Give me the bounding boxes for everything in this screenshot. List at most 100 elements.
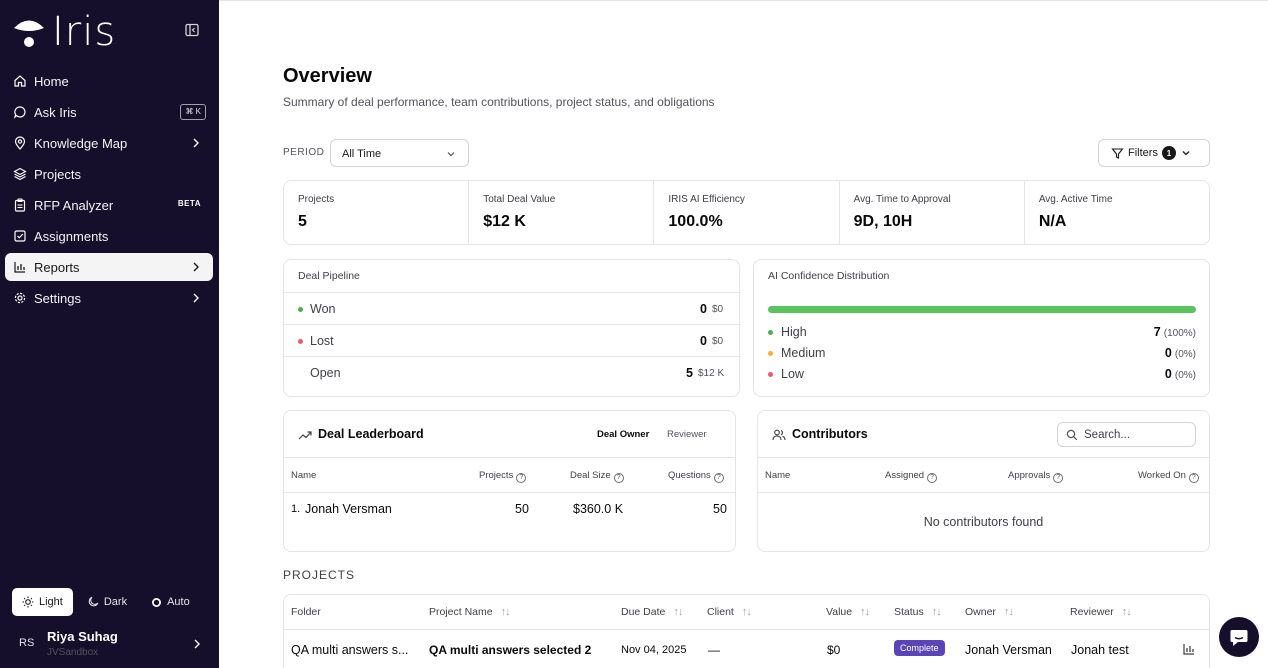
- column-header[interactable]: Approvals?: [1008, 470, 1064, 483]
- confidence-value: 0 (0%): [1165, 346, 1196, 360]
- column-header-label: Deal Size: [570, 470, 611, 481]
- theme-auto-button[interactable]: Auto: [141, 588, 200, 616]
- client-cell: —: [708, 643, 720, 657]
- tab-reviewer[interactable]: Reviewer: [667, 429, 707, 440]
- stat-label: Avg. Time to Approval: [853, 194, 951, 205]
- filter-icon: [1111, 147, 1124, 159]
- status-dot: [768, 372, 773, 377]
- user-menu[interactable]: RS Riya Suhag JVSandbox: [12, 626, 208, 662]
- chat-support-button[interactable]: [1219, 617, 1259, 657]
- app-logo[interactable]: Iris: [12, 12, 116, 52]
- sort-icon[interactable]: ↑↓: [1121, 606, 1132, 618]
- page-title: Overview: [283, 65, 372, 87]
- help-icon[interactable]: ?: [613, 473, 624, 483]
- help-icon[interactable]: ?: [927, 473, 938, 483]
- confidence-label: Low: [781, 367, 804, 381]
- column-header-folder[interactable]: Folder: [291, 606, 321, 618]
- stat-value: 9D, 10H: [853, 213, 913, 230]
- table-header: Name Assigned? Approvals? Worked On?: [758, 458, 1209, 493]
- column-header[interactable]: Name: [765, 470, 791, 481]
- confidence-row-medium: Medium 0 (0%): [768, 345, 1196, 363]
- period-select[interactable]: All Time: [330, 139, 469, 167]
- column-header-value[interactable]: Value ↑↓: [826, 606, 870, 618]
- sidebar-item-knowledge-map[interactable]: Knowledge Map: [5, 129, 213, 157]
- ai-confidence-card: AI Confidence Distribution High 7 (100%) …: [753, 259, 1210, 397]
- filters-button[interactable]: Filters 1: [1098, 139, 1210, 167]
- pipeline-count: 0: [700, 334, 707, 348]
- status-dot: [298, 307, 303, 312]
- confidence-count: 0: [1164, 367, 1172, 381]
- theme-dark-button[interactable]: Dark: [77, 588, 137, 616]
- main-content: Overview Summary of deal performance, te…: [219, 0, 1268, 668]
- sun-icon: [22, 596, 34, 608]
- user-name: Riya Suhag: [47, 629, 118, 644]
- pipeline-row-open: Open 5 $12 K: [284, 356, 739, 388]
- column-header[interactable]: Questions?: [668, 470, 724, 483]
- theme-auto-label: Auto: [167, 596, 190, 608]
- column-header[interactable]: Deal Size?: [570, 470, 624, 483]
- contributors-search-input[interactable]: Search...: [1057, 422, 1196, 447]
- sidebar-item-projects[interactable]: Projects: [5, 160, 213, 188]
- sidebar-item-settings[interactable]: Settings: [5, 284, 213, 312]
- theme-light-button[interactable]: Light: [12, 588, 73, 616]
- sort-icon[interactable]: ↑↓: [931, 606, 942, 618]
- column-header-label: Questions: [668, 470, 711, 481]
- card-title: Deal Pipeline: [298, 270, 360, 282]
- confidence-value: 7 (100%): [1154, 325, 1196, 339]
- stat-label: Avg. Active Time: [1038, 194, 1113, 205]
- table-row[interactable]: 1. Jonah Versman 50 $360.0 K 50: [284, 493, 735, 525]
- location-pin-icon: [13, 136, 27, 150]
- column-header[interactable]: Projects?: [479, 470, 527, 483]
- sidebar-item-label: Home: [34, 73, 69, 89]
- column-header-project-name[interactable]: Project Name ↑↓: [429, 606, 511, 618]
- column-header-label: Client: [707, 606, 734, 618]
- sidebar-item-ask-iris[interactable]: Ask Iris ⌘ K: [5, 98, 213, 126]
- column-header-label: Project Name: [429, 606, 493, 618]
- column-header-label: Projects: [479, 470, 514, 481]
- pipeline-label: Open: [310, 366, 341, 380]
- questions-count: 50: [713, 502, 727, 516]
- help-icon[interactable]: ?: [713, 473, 724, 483]
- help-icon[interactable]: ?: [516, 473, 527, 483]
- project-name-cell[interactable]: QA multi answers selected 2: [429, 643, 592, 657]
- column-header[interactable]: Worked On?: [1138, 470, 1199, 483]
- home-icon: [13, 74, 27, 88]
- sidebar-item-reports[interactable]: Reports: [5, 253, 213, 281]
- sidebar-item-rfp-analyzer[interactable]: RFP Analyzer BETA: [5, 191, 213, 219]
- chevron-right-icon: [193, 262, 199, 272]
- sidebar-item-assignments[interactable]: Assignments: [5, 222, 213, 250]
- pipeline-count: 5: [686, 366, 693, 380]
- confidence-label: Medium: [781, 346, 826, 360]
- sort-icon[interactable]: ↑↓: [673, 606, 683, 618]
- chevron-right-icon: [194, 639, 200, 649]
- projects-table: Folder Project Name ↑↓ Due Date ↑↓ Client ↑…: [283, 594, 1210, 668]
- sort-icon[interactable]: ↑↓: [860, 606, 870, 618]
- confidence-percent: (100%): [1163, 328, 1196, 339]
- trending-up-icon: [298, 431, 312, 440]
- sidebar-item-home[interactable]: Home: [5, 67, 213, 95]
- sort-icon[interactable]: ↑↓: [1003, 606, 1014, 618]
- help-icon[interactable]: ?: [1188, 473, 1199, 483]
- table-row[interactable]: QA multi answers s... QA multi answers s…: [284, 630, 1209, 668]
- column-header[interactable]: Assigned?: [885, 470, 938, 483]
- column-header-client[interactable]: Client ↑↓: [707, 606, 752, 618]
- rank: 1.: [291, 503, 301, 515]
- column-header-due-date[interactable]: Due Date ↑↓: [621, 606, 683, 618]
- column-header-owner[interactable]: Owner ↑↓: [965, 606, 1014, 618]
- column-header-reviewer[interactable]: Reviewer ↑↓: [1070, 606, 1132, 618]
- stat-value: N/A: [1038, 213, 1067, 230]
- chat-icon: [13, 105, 27, 119]
- report-chart-icon[interactable]: [1182, 642, 1196, 659]
- pipeline-amount: $0: [712, 336, 724, 347]
- sort-icon[interactable]: ↑↓: [500, 606, 511, 618]
- collapse-sidebar-icon[interactable]: [184, 22, 200, 38]
- column-header[interactable]: Name: [291, 470, 317, 481]
- column-header-label: Worked On: [1138, 470, 1186, 481]
- shortcut-badge: ⌘ K: [180, 104, 206, 120]
- help-icon[interactable]: ?: [1053, 473, 1064, 483]
- column-header-status[interactable]: Status ↑↓: [894, 606, 942, 618]
- filters-label: Filters: [1128, 147, 1158, 159]
- search-placeholder: Search...: [1084, 429, 1131, 441]
- tab-deal-owner[interactable]: Deal Owner: [597, 429, 650, 440]
- sort-icon[interactable]: ↑↓: [741, 606, 752, 618]
